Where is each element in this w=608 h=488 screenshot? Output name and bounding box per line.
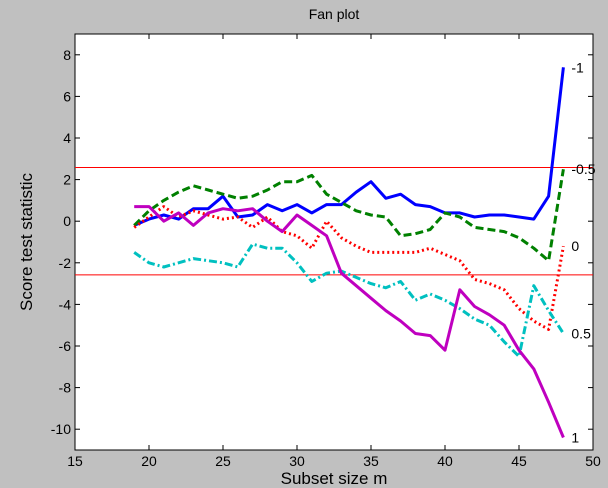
series-line-4 bbox=[134, 205, 565, 439]
chart-title: Fan plot bbox=[309, 6, 360, 22]
x-tick-label: 25 bbox=[215, 453, 231, 469]
x-axis-ticks: 15 20 25 30 35 40 45 50 bbox=[67, 34, 601, 469]
series-line-3 bbox=[133, 242, 565, 358]
series-label: -1 bbox=[571, 59, 584, 75]
y-tick-label: 6 bbox=[63, 88, 71, 104]
y-tick-label: 8 bbox=[63, 47, 71, 63]
series-label: 1 bbox=[571, 430, 579, 446]
y-axis-label: Score test statistic bbox=[17, 173, 36, 311]
x-tick-label: 40 bbox=[437, 453, 453, 469]
series-label: -0.5 bbox=[571, 161, 595, 177]
series-label: 0 bbox=[571, 238, 579, 254]
y-tick-label: -8 bbox=[59, 380, 72, 396]
series-labels: -1 -0.5 0 0.5 1 bbox=[571, 59, 595, 445]
series-label: 0.5 bbox=[571, 326, 591, 342]
y-tick-label: -6 bbox=[59, 338, 72, 354]
series-lines bbox=[133, 67, 565, 439]
y-tick-label: 0 bbox=[63, 213, 71, 229]
y-tick-label: -2 bbox=[59, 255, 72, 271]
threshold-lines bbox=[75, 167, 593, 276]
series-line-1 bbox=[133, 168, 565, 263]
x-tick-label: 15 bbox=[67, 453, 83, 469]
y-tick-label: -10 bbox=[51, 421, 71, 437]
x-tick-label: 45 bbox=[511, 453, 527, 469]
x-axis-label: Subset size m bbox=[281, 469, 388, 488]
x-tick-label: 35 bbox=[363, 453, 379, 469]
y-tick-label: 4 bbox=[63, 130, 71, 146]
plot-area bbox=[74, 33, 594, 451]
series-line-0 bbox=[133, 67, 565, 227]
y-tick-label: -4 bbox=[59, 296, 72, 312]
y-tick-label: 2 bbox=[63, 172, 71, 188]
x-tick-label: 20 bbox=[141, 453, 157, 469]
x-tick-label: 30 bbox=[289, 453, 305, 469]
x-tick-label: 50 bbox=[585, 453, 601, 469]
